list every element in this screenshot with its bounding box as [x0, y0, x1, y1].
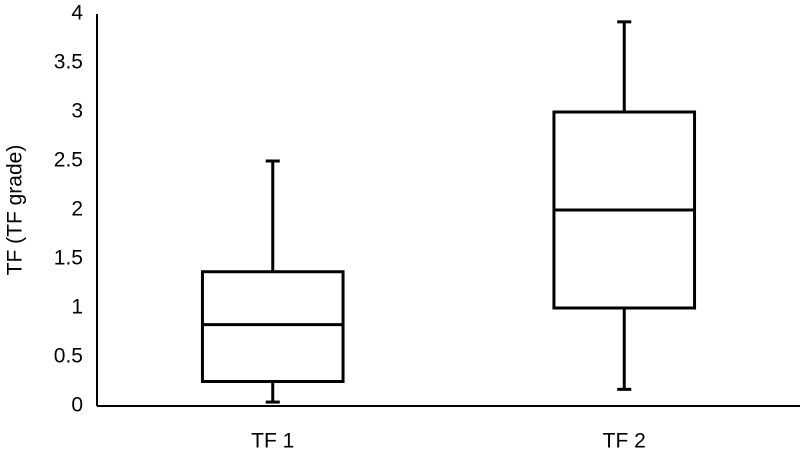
x-tick-label: TF 1: [251, 430, 294, 453]
x-tick-label: TF 2: [603, 430, 646, 453]
y-tick-label: 3: [71, 100, 83, 123]
y-tick-label: 1: [71, 296, 83, 319]
y-tick-label: 3.5: [54, 51, 83, 74]
y-tick-label: 4: [71, 2, 83, 25]
y-axis-label: TF (TF grade): [4, 145, 27, 276]
y-tick-label: 2.5: [54, 149, 83, 172]
y-tick-label: 1.5: [54, 247, 83, 270]
y-tick-label: 0: [71, 394, 83, 417]
y-tick-label: 2: [71, 198, 83, 221]
y-tick-label: 0.5: [54, 345, 83, 368]
box: [200, 270, 345, 383]
